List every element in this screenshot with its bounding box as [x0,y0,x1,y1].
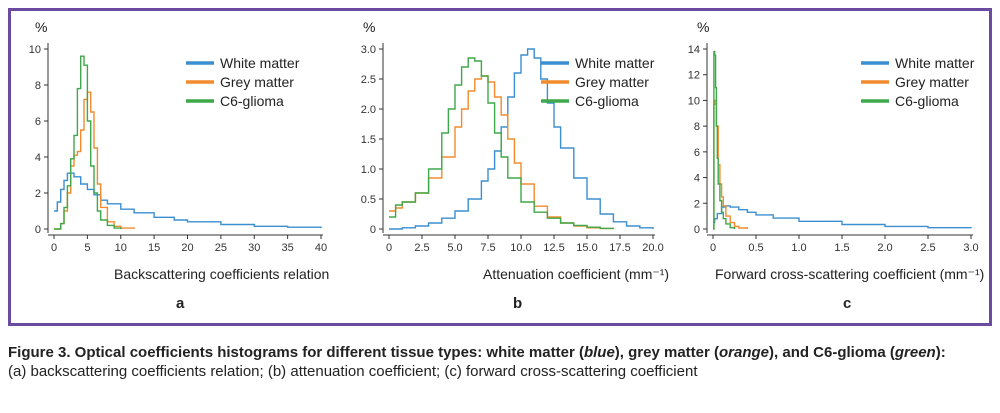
x-tick-label: 2.5 [920,242,935,254]
panel-a: % 0 5 10 15 20 25 30 35 40 0 2 4 6 8 10 White matter Gre… [11,11,341,323]
y-tick-label: 0 [370,224,376,236]
caption-color-word: green [894,344,936,361]
x-tick-label: 1.5 [834,242,849,254]
y-tick-label: 14 [688,44,700,56]
caption-color-word: blue [583,344,615,361]
panel-a-letter: a [176,295,185,312]
y-tick-label: 10 [688,95,700,107]
panel-c-plot: 0 0.5 1.0 1.5 2.0 2.5 3.0 0 2 4 6 8 10 12 14 White matt… [688,43,979,254]
x-tick-label: 25 [215,242,227,254]
y-tick-label: 2 [35,188,41,200]
x-tick-label: 20.0 [642,242,663,254]
x-tick-label: 40 [315,242,327,254]
caption-description: (a) backscattering coefficients relation… [8,363,698,380]
caption-text-run: Figure 3. Optical coefficients histogram… [8,344,584,361]
y-tick-label: 10 [29,44,41,56]
caption-text-run: ), grey matter ( [614,344,719,361]
caption-title: Figure 3. Optical coefficients histogram… [8,343,992,362]
legend-label: White matter [220,55,300,71]
series-line-c6-glioma [713,50,736,230]
legend-label: Grey matter [575,74,649,90]
legend-label: C6-glioma [575,93,639,109]
x-tick-label: 15.0 [576,242,597,254]
y-tick-label: 1.5 [361,134,376,146]
x-tick-label: 30 [248,242,260,254]
figure-caption: Figure 3. Optical coefficients histogram… [8,343,992,381]
legend-label: Grey matter [220,74,294,90]
y-tick-label: 4 [694,173,700,185]
x-tick-label: 2.5 [414,242,429,254]
x-tick-label: 7.5 [480,242,495,254]
panel-b-xlabel: Attenuation coefficient (mm⁻¹) [483,266,670,282]
series-line-c6-glioma [389,57,615,230]
legend-label: Grey matter [895,74,969,90]
panel-b-y-unit: % [363,19,376,35]
series-line-white-matter [389,48,654,230]
x-tick-label: 0 [386,242,392,254]
panel-a-xlabel: Backscattering coefficients relation [114,266,330,282]
y-tick-label: 4 [35,152,41,164]
caption-text-run: ): [935,344,946,361]
panel-c-letter: c [843,295,852,312]
legend-label: White matter [575,55,655,71]
caption-color-word: orange [719,344,770,361]
y-tick-label: 1.0 [361,164,376,176]
y-tick-label: 2.0 [361,104,376,116]
panel-b-plot: 0 2.5 5.0 7.5 10.0 12.5 15.0 17.5 20.0 0 0.5 1.0 1.5… [361,43,664,254]
series-line-grey-matter [54,91,135,230]
panel-a-y-unit: % [35,19,48,35]
x-tick-label: 17.5 [609,242,630,254]
series-line-grey-matter [713,99,749,230]
x-tick-label: 0 [51,242,57,254]
y-tick-label: 6 [35,116,41,128]
caption-text-run: ), and C6-glioma ( [769,344,895,361]
series-line-white-matter [713,205,972,229]
x-tick-label: 20 [181,242,193,254]
y-tick-label: 8 [35,80,41,92]
legend-label: C6-glioma [895,93,959,109]
y-tick-label: 6 [694,147,700,159]
figure-frame: % 0 5 10 15 20 25 30 35 40 0 2 4 6 8 10 White matter Gre… [8,8,992,326]
x-tick-label: 12.5 [543,242,564,254]
y-tick-label: 2 [694,198,700,210]
x-tick-label: 15 [148,242,160,254]
series-line-white-matter [54,172,322,229]
x-tick-label: 0 [710,242,716,254]
series-line-c6-glioma [54,55,122,230]
legend-label: C6-glioma [220,93,284,109]
x-tick-label: 10.0 [510,242,531,254]
x-tick-label: 1.0 [791,242,806,254]
panel-c-y-unit: % [697,19,710,35]
y-tick-label: 2.5 [361,74,376,86]
x-tick-label: 35 [282,242,294,254]
x-tick-label: 2.0 [877,242,892,254]
y-tick-label: 8 [694,121,700,133]
y-tick-label: 12 [688,70,700,82]
panel-b-letter: b [513,295,523,312]
y-tick-label: 0 [694,224,700,236]
y-tick-label: 0.5 [361,194,376,206]
y-tick-label: 0 [35,224,41,236]
y-tick-label: 3.0 [361,44,376,56]
panel-a-plot: 0 5 10 15 20 25 30 35 40 0 2 4 6 8 10 White matter Grey … [29,43,327,254]
panel-c-xlabel: Forward cross-scattering coefficient (mm… [715,266,985,282]
x-tick-label: 5.0 [447,242,462,254]
x-tick-label: 0.5 [748,242,763,254]
x-tick-label: 5 [84,242,90,254]
x-tick-label: 3.0 [963,242,978,254]
x-tick-label: 10 [115,242,127,254]
panel-b: % 0 2.5 5.0 7.5 10.0 12.5 15.0 17.5 20.0 0 0.5 1.0 1… [341,11,671,323]
panel-c: % 0 0.5 1.0 1.5 2.0 2.5 3.0 0 2 4 6 8 10 12 14 White ma… [671,11,989,323]
legend-label: White matter [895,55,975,71]
